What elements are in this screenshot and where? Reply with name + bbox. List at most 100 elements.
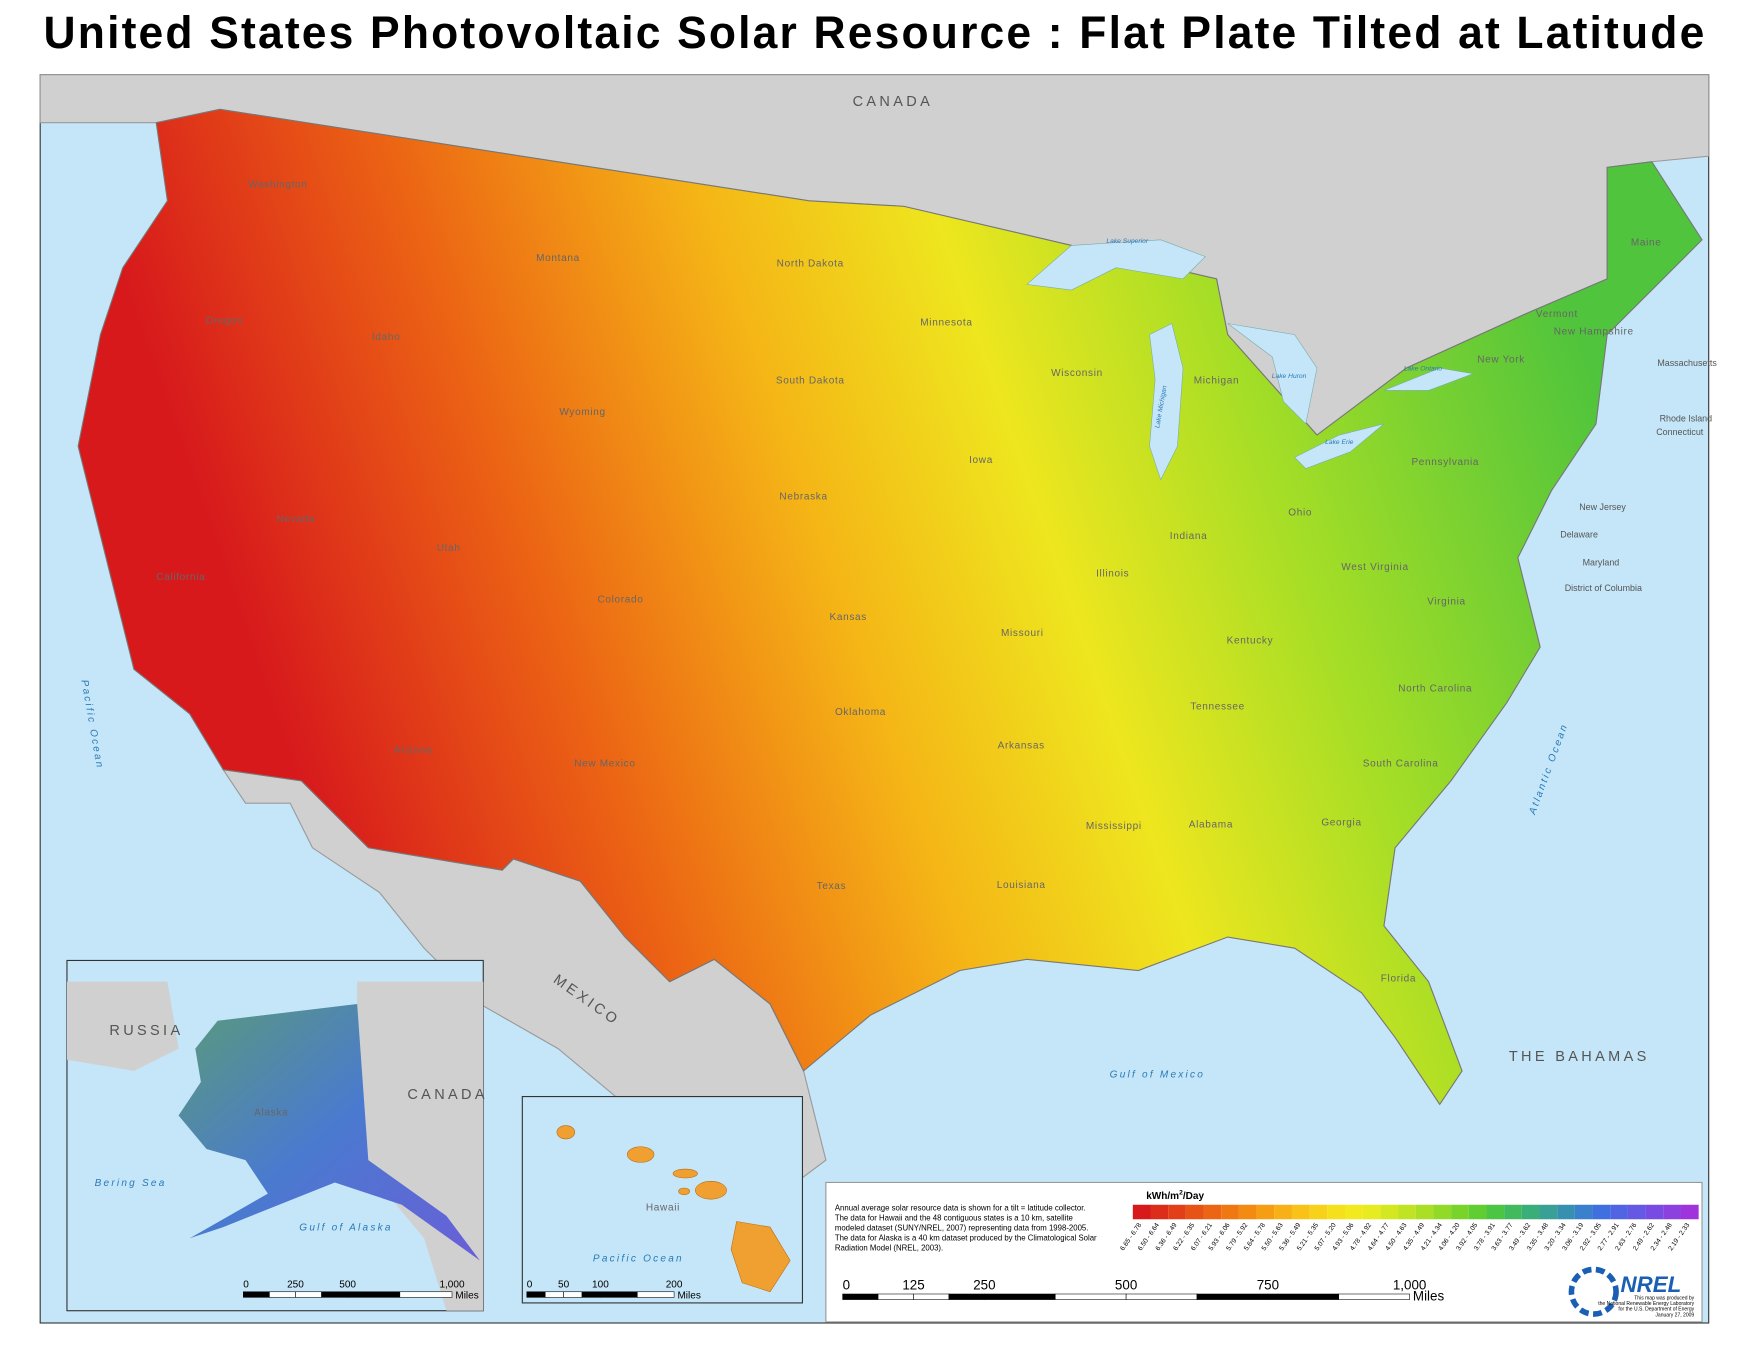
scale-label: 1,000 bbox=[439, 1279, 465, 1290]
legend-swatch bbox=[1256, 1204, 1275, 1220]
legend-swatch bbox=[1486, 1204, 1505, 1220]
scale-segment bbox=[1267, 1293, 1340, 1300]
alaska-solar-surface bbox=[178, 1003, 480, 1261]
state-label: Maryland bbox=[1583, 558, 1620, 568]
state-label: Texas bbox=[817, 881, 847, 892]
legend-swatch bbox=[1291, 1204, 1310, 1220]
state-label: Ohio bbox=[1288, 507, 1312, 518]
state-label: Arizona bbox=[394, 745, 433, 756]
scale-segment bbox=[1054, 1293, 1127, 1300]
legend-swatch bbox=[1610, 1204, 1628, 1220]
credit-line: This map was produced by bbox=[1634, 1296, 1694, 1302]
scale-label: 0 bbox=[243, 1279, 249, 1290]
legend-swatch bbox=[1521, 1204, 1540, 1220]
state-label: District of Columbia bbox=[1565, 583, 1642, 593]
scale-unit: Miles bbox=[455, 1290, 478, 1301]
legend-swatch bbox=[1168, 1204, 1186, 1220]
state-label: Alabama bbox=[1189, 820, 1233, 831]
state-label: Wyoming bbox=[559, 407, 605, 418]
credit-line: January 27, 2009 bbox=[1655, 1312, 1694, 1318]
legend-swatch bbox=[1680, 1204, 1699, 1220]
legend-swatch bbox=[1398, 1204, 1416, 1220]
state-label: California bbox=[156, 572, 205, 583]
scale-label: 1,000 bbox=[1393, 1278, 1426, 1293]
country-label: RUSSIA bbox=[109, 1023, 183, 1039]
state-label: Tennessee bbox=[1190, 701, 1245, 712]
credit-line: for the U.S. Department of Energy bbox=[1618, 1307, 1694, 1313]
scale-segment bbox=[526, 1291, 546, 1298]
state-label: New Mexico bbox=[574, 758, 635, 769]
legend-swatch bbox=[1433, 1204, 1452, 1220]
scale-label: 0 bbox=[843, 1278, 850, 1293]
state-label: New Jersey bbox=[1579, 502, 1626, 512]
water-label: Gulf of Alaska bbox=[299, 1222, 392, 1233]
legend-swatch bbox=[1132, 1204, 1151, 1220]
state-label: Colorado bbox=[597, 594, 643, 605]
state-label: Louisiana bbox=[997, 880, 1046, 891]
state-label: Oregon bbox=[206, 316, 243, 327]
state-label: Wisconsin bbox=[1051, 368, 1103, 379]
state-label: Mississippi bbox=[1086, 821, 1142, 832]
legend-swatch bbox=[1203, 1204, 1222, 1220]
scale-label: 0 bbox=[527, 1279, 533, 1290]
legend-swatch bbox=[1221, 1204, 1239, 1220]
scale-segment bbox=[636, 1291, 675, 1298]
description-line: The data for Hawaii and the 48 contiguou… bbox=[835, 1213, 1073, 1222]
scale-label: 500 bbox=[1115, 1278, 1137, 1293]
legend-unit: kWh/m2/Day bbox=[1146, 1190, 1204, 1202]
description-line: Radiation Model (NREL, 2003). bbox=[835, 1243, 943, 1252]
logo-text: NREL bbox=[1621, 1272, 1682, 1297]
description-line: Annual average solar resource data is sh… bbox=[835, 1203, 1086, 1212]
state-label: Maine bbox=[1631, 237, 1662, 248]
scale-segment bbox=[1125, 1293, 1198, 1300]
legend-swatch bbox=[1327, 1204, 1346, 1220]
state-label: Utah bbox=[437, 543, 461, 554]
legend-swatch bbox=[1309, 1204, 1328, 1220]
scale-label: 50 bbox=[558, 1279, 570, 1290]
scale-label: 100 bbox=[592, 1279, 609, 1290]
legend-swatch bbox=[1451, 1204, 1469, 1220]
scale-segment bbox=[581, 1291, 601, 1298]
state-label: South Carolina bbox=[1363, 758, 1439, 769]
legend-swatch bbox=[1345, 1204, 1363, 1220]
state-labels: Washington Oregon Idaho Montana Wyoming Nevad… bbox=[156, 179, 1717, 984]
state-label: Montana bbox=[536, 253, 580, 264]
scale-label: 250 bbox=[973, 1278, 995, 1293]
legend-swatch bbox=[1592, 1204, 1611, 1220]
state-label: North Dakota bbox=[777, 259, 844, 270]
state-label: Illinois bbox=[1096, 569, 1129, 580]
nrel-logo: NREL bbox=[1568, 1266, 1682, 1317]
scale-segment bbox=[269, 1291, 296, 1298]
legend-swatch bbox=[1185, 1204, 1204, 1220]
state-label: Nebraska bbox=[779, 492, 827, 503]
title: United States Photovoltaic Solar Resourc… bbox=[44, 7, 1707, 58]
state-label: West Virginia bbox=[1341, 562, 1408, 573]
scale-segment bbox=[1196, 1293, 1269, 1300]
scale-segment bbox=[399, 1291, 453, 1298]
lake-label: Lake Huron bbox=[1272, 373, 1307, 380]
state-label: Minnesota bbox=[920, 318, 972, 329]
state-label: Connecticut bbox=[1656, 427, 1704, 437]
scale-segment bbox=[243, 1291, 270, 1298]
scale-segment bbox=[563, 1291, 583, 1298]
scale-segment bbox=[347, 1291, 401, 1298]
lake-label: Lake Superior bbox=[1106, 238, 1148, 245]
scale-label: 750 bbox=[1257, 1278, 1279, 1293]
state-label: Oklahoma bbox=[835, 707, 886, 718]
state-label: Kentucky bbox=[1227, 636, 1274, 647]
legend-swatch bbox=[1380, 1204, 1399, 1220]
state-label: New Hampshire bbox=[1554, 327, 1634, 338]
state-label: Idaho bbox=[372, 332, 400, 343]
credit-line: the National Renewable Energy Laboratory bbox=[1598, 1301, 1694, 1307]
scale-unit: Miles bbox=[1413, 1289, 1445, 1304]
state-label: Massachusetts bbox=[1657, 358, 1717, 368]
state-label: Iowa bbox=[969, 455, 993, 466]
scale-segment bbox=[948, 1293, 985, 1300]
state-label: Nevada bbox=[276, 514, 315, 525]
scale-segment bbox=[913, 1293, 950, 1300]
legend-swatch bbox=[1574, 1204, 1593, 1220]
